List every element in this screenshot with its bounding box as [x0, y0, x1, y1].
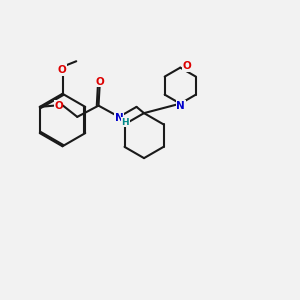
Text: O: O: [54, 100, 63, 111]
Text: O: O: [57, 65, 66, 75]
Text: N: N: [115, 113, 123, 123]
Text: N: N: [176, 100, 185, 111]
Text: O: O: [95, 76, 104, 87]
Text: O: O: [183, 61, 192, 71]
Text: H: H: [122, 118, 129, 127]
